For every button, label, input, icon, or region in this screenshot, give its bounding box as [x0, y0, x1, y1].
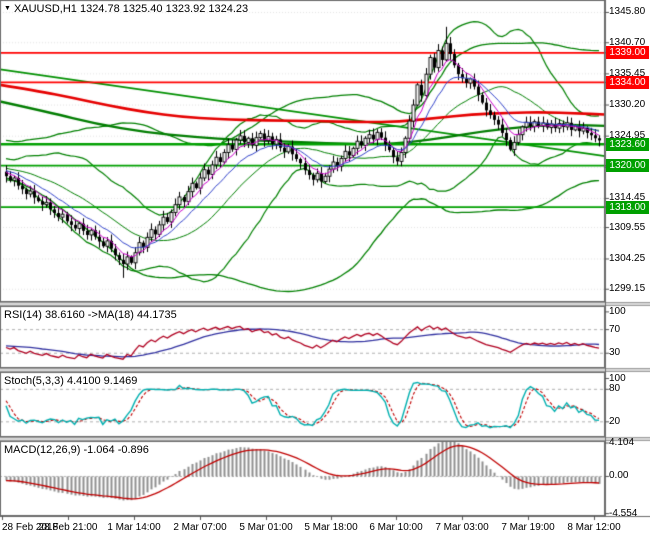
rsi-axis-label: 70	[609, 323, 621, 335]
rsi-legend: RSI(14) 38.6160 ->MA(18) 44.1735	[4, 309, 177, 321]
macd-axis-label: 0.00	[609, 470, 629, 482]
time-axis-label: 7 Mar 19:00	[501, 522, 555, 533]
stoch-legend: Stoch(5,3,3) 4.4100 9.1469	[4, 375, 138, 387]
price-axis-label: 1335.45	[609, 67, 646, 79]
main-chart-legend: ▼ XAUUSD,H1 1324.78 1325.40 1323.92 1324.…	[4, 3, 248, 15]
macd-axis-label: -4.554	[609, 507, 638, 519]
time-axis-label: 6 Mar 10:00	[369, 522, 423, 533]
main-legend-text: XAUUSD,H1 1324.78 1325.40 1323.92 1324.2…	[13, 3, 249, 15]
time-axis-label: 2 Mar 07:00	[173, 522, 227, 533]
price-axis-label: 1345.80	[609, 6, 646, 18]
macd-axis-label: 4.104	[609, 437, 635, 448]
symbol-marker-icon: ▼	[4, 5, 11, 12]
price-level-badge: 1320.00	[606, 159, 649, 173]
stoch-axis-label: 20	[609, 415, 621, 427]
price-axis-label: 1304.25	[609, 252, 646, 264]
rsi-axis-label: 30	[609, 347, 621, 359]
time-axis-label: 7 Mar 03:00	[435, 522, 489, 533]
stoch-axis-label: 100	[609, 372, 626, 384]
rsi-axis-label: 100	[609, 305, 626, 317]
price-axis-label: 1324.95	[609, 130, 646, 142]
price-level-badge: 1334.00	[606, 75, 649, 89]
macd-legend: MACD(12,26,9) -1.064 -0.896	[4, 444, 149, 456]
price-level-badge: 1339.00	[606, 46, 649, 60]
time-axis-label: 28 Feb 21:00	[38, 522, 98, 533]
price-axis-label: 1314.45	[609, 192, 646, 204]
price-level-badge: 1313.00	[606, 200, 649, 214]
price-axis-label: 1309.55	[609, 221, 646, 233]
price-axis-label: 1330.20	[609, 99, 646, 111]
price-level-badge: 1323.60	[606, 137, 649, 151]
price-axis-label: 1299.15	[609, 283, 646, 295]
time-axis-label: 28 Feb 2018	[2, 522, 59, 533]
time-axis-label: 1 Mar 14:00	[107, 522, 161, 533]
stoch-axis-label: 80	[609, 383, 621, 395]
time-axis-label: 5 Mar 18:00	[304, 522, 358, 533]
time-axis-label: 5 Mar 01:00	[239, 522, 293, 533]
price-axis-label: 1340.70	[609, 36, 646, 48]
time-axis-label: 8 Mar 12:00	[567, 522, 621, 533]
